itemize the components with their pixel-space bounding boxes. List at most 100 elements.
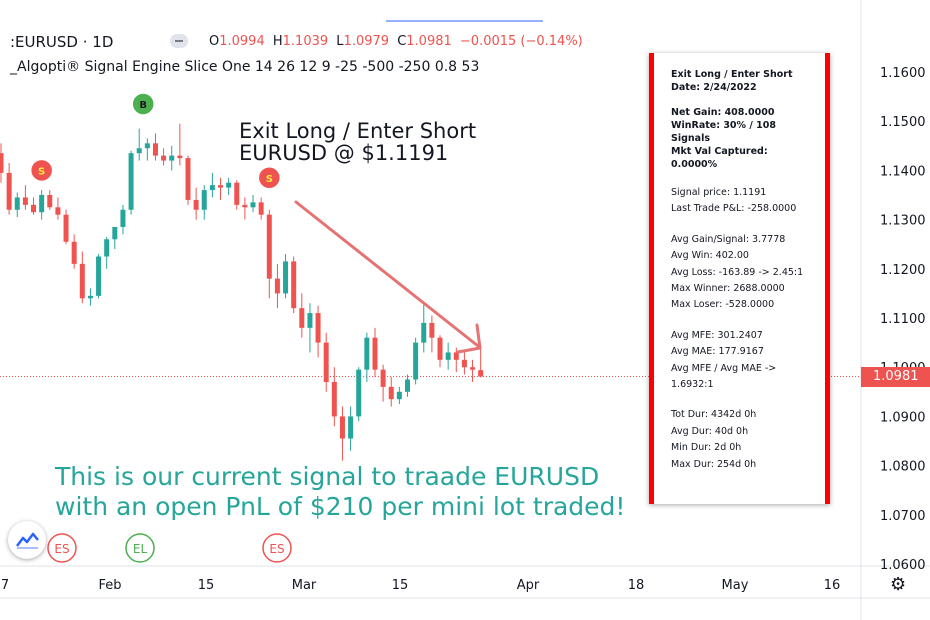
y-tick-label: 1.1500	[880, 115, 926, 130]
x-tick-label: Mar	[292, 578, 317, 593]
close-value: 1.0981	[406, 34, 452, 49]
last-price-label: 1.0981	[861, 367, 930, 387]
panel-max-winner: Max Winner: 2688.0000	[671, 283, 785, 295]
candle-body	[234, 182, 240, 205]
symbol-title[interactable]: :EURUSD · 1D	[10, 33, 189, 51]
panel-avg-gain: Avg Gain/Signal: 3.7778	[671, 233, 786, 245]
panel-accent-bar	[649, 53, 654, 504]
candle-body	[339, 416, 345, 439]
high-value: 1.1039	[282, 34, 329, 49]
candle-body	[388, 386, 394, 400]
candle-body	[71, 241, 77, 264]
more-options-icon[interactable]	[170, 33, 189, 48]
tradingview-logo[interactable]	[8, 521, 46, 559]
candle-body	[201, 190, 207, 210]
event-marker	[262, 533, 292, 563]
panel-min-dur: Min Dur: 2d 0h	[671, 442, 742, 454]
x-tick-label: Apr	[517, 578, 540, 593]
signal-annotation: This is our current signal to traade EUR…	[55, 462, 625, 522]
candle-body	[14, 197, 20, 210]
candle-body	[177, 155, 183, 159]
candle-body	[470, 367, 476, 370]
panel-mkt-val: Mkt Val Captured:	[671, 146, 768, 157]
x-tick-label: 18	[628, 578, 645, 593]
signal-annotation-line1: This is our current signal to traade EUR…	[55, 462, 600, 491]
candle-body	[258, 202, 264, 215]
candle-body	[6, 172, 12, 210]
candle-body	[63, 214, 69, 242]
candle-body	[226, 182, 232, 188]
candle-body	[348, 416, 354, 439]
open-label: O	[209, 34, 220, 49]
candle-body	[120, 209, 126, 227]
x-tick-label: 15	[198, 578, 215, 593]
event-marker	[125, 533, 155, 563]
candle-body	[453, 352, 459, 360]
x-tick-label: 15	[392, 578, 409, 593]
candle-body	[315, 313, 321, 343]
signal-annotation-line2: with an open PnL of $210 per mini lot tr…	[55, 492, 626, 521]
candle-body	[209, 185, 215, 191]
candle-body	[128, 153, 134, 210]
candle-body	[169, 155, 175, 161]
candle-body	[0, 153, 4, 173]
candle-body	[478, 370, 484, 377]
y-tick-label: 1.1200	[880, 263, 926, 278]
stats-panel: Exit Long / Enter Short Date: 2/24/2022 …	[649, 53, 830, 504]
event-marker	[47, 533, 77, 563]
event-marker-label: EL	[133, 542, 148, 556]
candle-body	[429, 322, 435, 338]
candle-body	[421, 322, 427, 343]
candle-body	[218, 185, 224, 188]
candle-body	[356, 369, 362, 417]
panel-winrate-signals: Signals	[671, 133, 710, 144]
ohlc-readout: O1.0994 H1.1039 L1.0979 C1.0981 −0.0015 …	[209, 34, 587, 49]
panel-date: Date: 2/24/2022	[671, 82, 757, 93]
panel-max-dur: Max Dur: 254d 0h	[671, 458, 757, 470]
candle-body	[96, 256, 102, 296]
indicator-legend[interactable]: _Algopti® Signal Engine Slice One 14 26 …	[10, 59, 480, 75]
exit-annotation: Exit Long / Enter Short EURUSD @ $1.1191	[239, 120, 476, 164]
logo-icon	[16, 532, 39, 549]
candle-body	[291, 261, 297, 309]
y-tick-label: 1.1100	[880, 312, 926, 327]
panel-avg-win: Avg Win: 402.00	[671, 250, 749, 262]
candle-body	[185, 158, 191, 200]
panel-title: Exit Long / Enter Short	[671, 69, 793, 80]
candle-body	[39, 195, 45, 213]
candle-body	[331, 381, 337, 417]
event-marker-label: ES	[269, 542, 284, 556]
exit-annotation-line2: EURUSD @ $1.1191	[239, 141, 449, 165]
candle-body	[445, 352, 451, 360]
y-tick-label: 1.1300	[880, 214, 926, 229]
exit-annotation-line1: Exit Long / Enter Short	[239, 119, 477, 143]
candle-body	[266, 214, 272, 279]
candle-body	[136, 148, 142, 154]
y-tick-label: 1.0700	[880, 509, 926, 524]
candle-body	[380, 369, 386, 387]
low-label: L	[336, 34, 344, 49]
symbol-label: :EURUSD · 1D	[10, 33, 114, 51]
y-tick-label: 1.0600	[880, 558, 926, 573]
panel-mfe-mae: Avg MFE / Avg MAE ->	[671, 362, 777, 374]
arrow-head	[456, 323, 482, 354]
candle-body	[461, 359, 467, 368]
candle-body	[144, 143, 150, 149]
open-value: 1.0994	[219, 34, 265, 49]
y-tick-label: 1.1600	[880, 66, 926, 81]
x-tick-label: May	[722, 578, 749, 593]
gear-icon[interactable]: ⚙	[890, 574, 907, 595]
candle-body	[242, 204, 248, 208]
signal-marker-label: S	[38, 166, 45, 177]
panel-net-gain: Net Gain: 408.0000	[671, 107, 775, 118]
y-tick-label: 1.1400	[880, 164, 926, 179]
candle-body	[372, 337, 378, 370]
candle-body	[274, 278, 280, 294]
candle-body	[112, 226, 118, 240]
candle-body	[364, 337, 370, 370]
panel-max-loser: Max Loser: -528.0000	[671, 299, 775, 311]
selection-indicator	[386, 20, 543, 22]
high-label: H	[272, 34, 283, 49]
candle-body	[307, 313, 313, 328]
